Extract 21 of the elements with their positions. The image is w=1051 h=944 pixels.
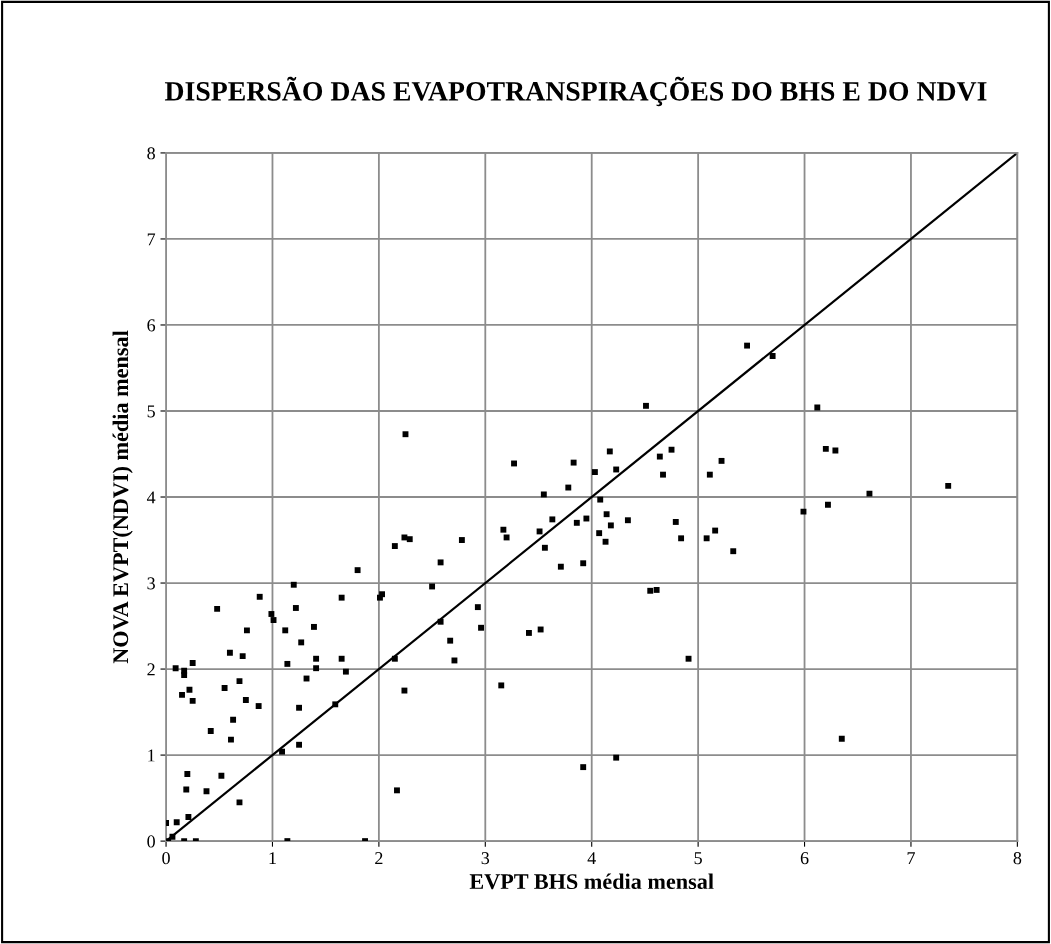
y-tick-label: 4	[146, 491, 156, 504]
y-tick-label: 3	[147, 577, 155, 590]
y-tick-label: 2	[147, 663, 155, 676]
x-tick-label: 4	[587, 852, 596, 865]
y-tick-label: 8	[147, 147, 155, 160]
x-tick-label: 8	[1013, 852, 1022, 865]
x-tick-label: 6	[800, 852, 809, 865]
y-tick-label: 1	[148, 749, 155, 762]
y-tick-label: 0	[147, 835, 155, 848]
x-axis-title: EVPT BHS média mensal	[469, 873, 714, 890]
y-axis-title: NOVA EVPT(NDVI) média mensal	[112, 330, 133, 664]
chart-title: DISPERSÃO DAS EVAPOTRANSPIRAÇÕES DO BHS E DO NDVI	[164, 76, 987, 107]
x-tick-label: 1	[269, 852, 276, 865]
y-tick-label: 6	[147, 319, 156, 332]
x-tick-label: 0	[162, 852, 170, 865]
x-tick-label: 7	[907, 852, 915, 865]
x-tick-label: 3	[481, 852, 490, 865]
x-tick-label: 5	[694, 852, 702, 865]
y-tick-label: 5	[147, 405, 155, 418]
y-tick-label: 7	[147, 233, 156, 246]
x-tick-label: 2	[375, 852, 383, 865]
